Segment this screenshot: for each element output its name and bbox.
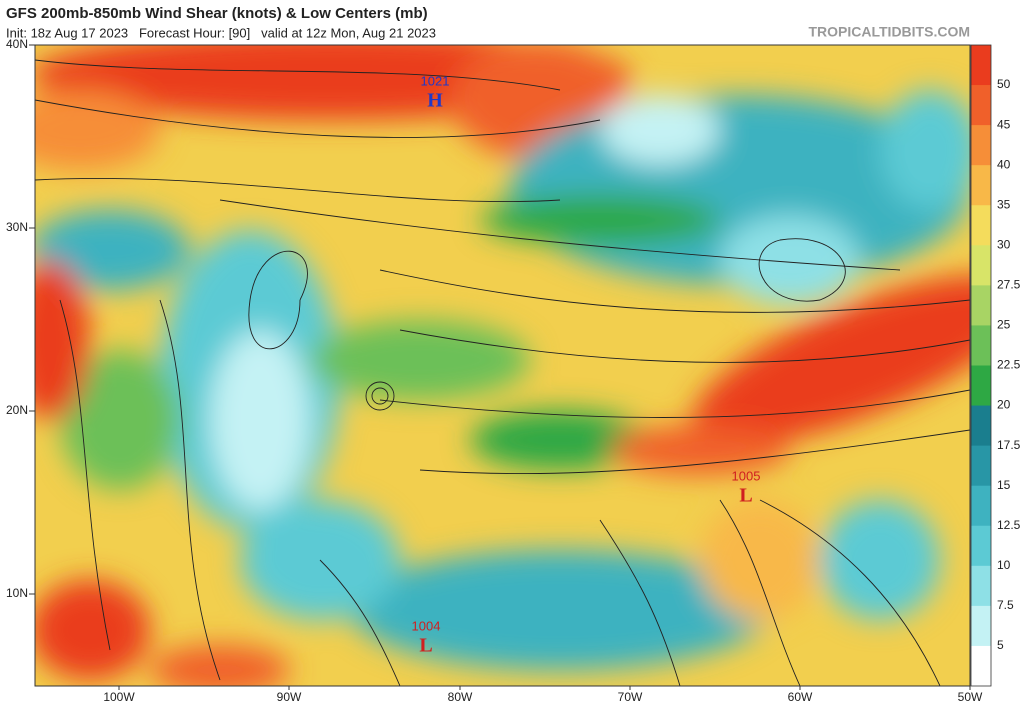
colorbar-segment: [971, 485, 991, 527]
colorbar-segment: [971, 125, 991, 166]
lon-label: 90W: [277, 690, 302, 704]
colorbar-frame: [970, 44, 992, 687]
colorbar-label: 30: [997, 237, 1011, 251]
center-letter: H: [427, 90, 443, 112]
lat-label: 10N: [6, 586, 28, 600]
center-pressure: 1004: [412, 618, 441, 633]
colorbar-segment: [971, 645, 991, 687]
title: GFS 200mb-850mb Wind Shear (knots) & Low…: [6, 5, 428, 22]
colorbar-segment: [971, 85, 991, 126]
colorbar-label: 22.5: [997, 358, 1021, 372]
shear-field: [35, 45, 970, 686]
source: TROPICALTIDBITS.COM: [808, 24, 970, 40]
colorbar-segment: [971, 445, 991, 487]
lat-label: 30N: [6, 220, 28, 234]
colorbar-segment: [971, 565, 991, 607]
colorbar-label: 45: [997, 117, 1011, 131]
streamlines: [35, 59, 970, 686]
subtitle: Init: 18z Aug 17 2023 Forecast Hour: [90…: [6, 25, 436, 40]
colorbar-label: 40: [997, 157, 1011, 171]
lon-label: 60W: [788, 690, 813, 704]
map-frame: [34, 44, 971, 687]
colorbar-segment: [971, 165, 991, 206]
colorbar-label: 20: [997, 398, 1011, 412]
center-letter: L: [739, 485, 752, 507]
colorbar-label: 5: [997, 638, 1004, 652]
colorbar-segment: [971, 525, 991, 567]
colorbar-label: 27.5: [997, 278, 1021, 292]
colorbar-label: 25: [997, 318, 1011, 332]
colorbar-label: 50: [997, 77, 1011, 91]
lat-label: 20N: [6, 403, 28, 417]
colorbar-segment: [971, 205, 991, 246]
colorbar-segment: [971, 365, 991, 407]
center-letter: L: [419, 635, 432, 657]
colorbar-segment: [971, 245, 991, 286]
lon-label: 80W: [448, 690, 473, 704]
center-pressure: 1005: [732, 468, 761, 483]
lat-label: 40N: [6, 37, 28, 51]
lon-label: 100W: [103, 690, 135, 704]
colorbar-segment: [971, 405, 991, 447]
colorbar-label: 17.5: [997, 438, 1021, 452]
lon-label: 50W: [958, 690, 983, 704]
colorbar-label: 7.5: [997, 598, 1014, 612]
colorbar-label: 15: [997, 478, 1011, 492]
colorbar-segment: [971, 285, 991, 326]
colorbar-label: 10: [997, 558, 1011, 572]
colorbar-segment: [971, 45, 991, 86]
center-pressure: 1021: [421, 73, 450, 88]
colorbar-segment: [971, 325, 991, 366]
colorbar-label: 12.5: [997, 518, 1021, 532]
colorbar-segment: [971, 605, 991, 647]
lon-label: 70W: [618, 690, 643, 704]
colorbar-label: 35: [997, 197, 1011, 211]
